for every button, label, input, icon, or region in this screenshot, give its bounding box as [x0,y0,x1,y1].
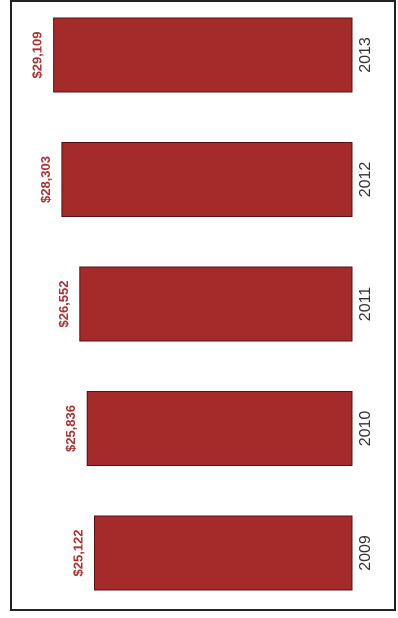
bar-2009 [94,515,353,591]
category-label-2009: 2009 [357,535,374,571]
bar-2012 [61,142,353,217]
value-label-2010: $25,836 [63,405,78,452]
value-label-2012: $28,303 [38,156,53,203]
value-label-2009: $25,122 [71,530,86,577]
value-label-2013: $29,109 [30,32,45,79]
bar-2010 [86,391,353,466]
data-labels-layer: $29,109 $28,303 $26,552 $25,836 $25,122 [30,32,86,577]
bar-2011 [79,266,353,342]
category-label-2013: 2013 [357,37,374,73]
category-labels-layer: 2013 2012 2011 2010 2009 [357,37,374,571]
chart-border [10,0,396,611]
bars-layer [53,17,353,591]
category-label-2011: 2011 [357,287,374,322]
value-label-2011: $26,552 [56,281,71,328]
category-label-2012: 2012 [357,162,374,198]
category-label-2010: 2010 [357,411,374,447]
bar-2013 [53,17,353,93]
